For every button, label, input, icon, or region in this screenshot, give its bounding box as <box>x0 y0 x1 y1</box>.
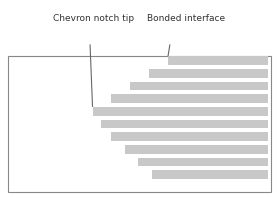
FancyBboxPatch shape <box>111 132 268 141</box>
FancyBboxPatch shape <box>93 107 268 116</box>
FancyBboxPatch shape <box>149 69 268 78</box>
FancyBboxPatch shape <box>168 56 268 65</box>
FancyBboxPatch shape <box>130 82 268 90</box>
FancyBboxPatch shape <box>111 94 268 103</box>
FancyBboxPatch shape <box>125 145 268 154</box>
Text: Bonded interface: Bonded interface <box>147 14 225 23</box>
Text: Chevron notch tip: Chevron notch tip <box>53 14 134 23</box>
FancyBboxPatch shape <box>138 158 268 166</box>
FancyBboxPatch shape <box>8 56 271 192</box>
FancyBboxPatch shape <box>101 120 268 128</box>
FancyBboxPatch shape <box>151 170 268 179</box>
